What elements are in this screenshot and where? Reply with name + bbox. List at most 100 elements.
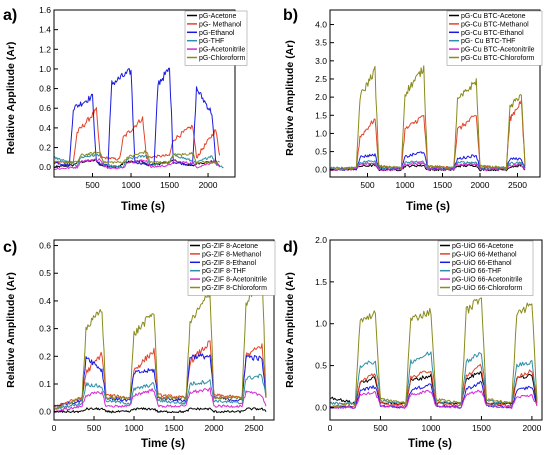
x-tick-label: 2500 bbox=[508, 180, 527, 190]
series-line-3 bbox=[330, 380, 538, 409]
y-tick-label: 0.5 bbox=[315, 361, 327, 371]
x-tick-label: 2000 bbox=[199, 180, 218, 190]
panel-3: 0 500 1000 1500 2000 2500 0.0 0.1 0.2 0.3 0.4 0.5 0.… bbox=[3, 239, 276, 450]
plot-frame bbox=[53, 239, 275, 421]
y-tick-label: 2.0 bbox=[315, 235, 327, 245]
series-line-6 bbox=[54, 261, 267, 410]
x-tick-label: 2000 bbox=[522, 423, 541, 433]
y-tick-label: 1.2 bbox=[39, 44, 51, 54]
x-tick-label: 500 bbox=[360, 180, 374, 190]
y-axis-label: Relative Amplitude (Ar) bbox=[284, 40, 296, 156]
y-tick-label: 0.0 bbox=[315, 402, 327, 412]
panel-label: b) bbox=[283, 7, 298, 24]
y-tick-label: 0.4 bbox=[39, 296, 51, 306]
series-line-1 bbox=[54, 407, 267, 414]
x-tick-label: 2500 bbox=[245, 423, 264, 433]
x-axis-label: Time (s) bbox=[121, 201, 165, 213]
series-line-5 bbox=[330, 162, 526, 172]
legend-entry: pG-Chloroform bbox=[199, 55, 245, 62]
y-tick-label: 1.0 bbox=[315, 128, 327, 138]
series-line-3 bbox=[54, 353, 267, 407]
y-tick-label: 0.3 bbox=[39, 324, 51, 334]
legend-entry: pG-ZIF 8-Acetone bbox=[202, 243, 258, 250]
legend-entry: pG-UiO 66-Acetone bbox=[452, 243, 514, 250]
y-tick-label: 0.0 bbox=[39, 162, 51, 172]
y-axis-label: Relative Applitude (Ar) bbox=[5, 42, 17, 155]
x-tick-label: 1500 bbox=[165, 423, 184, 433]
plot-frame bbox=[329, 239, 543, 421]
legend-entry: pG-Cu BTC-Methanol bbox=[461, 21, 529, 28]
legend-entry: pG-UiO 66-THF bbox=[452, 268, 501, 275]
legend-entry: pG-Acetonitrile bbox=[199, 47, 245, 54]
y-tick-label: 0.6 bbox=[39, 103, 51, 113]
legend-entry: pG-Cu BTC-Acetone bbox=[461, 13, 526, 20]
y-tick-label: 0.0 bbox=[39, 407, 51, 417]
legend-entry: pG-Ethanol bbox=[199, 30, 235, 37]
y-tick-label: 0.8 bbox=[39, 84, 51, 94]
y-tick-label: 0.5 bbox=[39, 268, 51, 278]
x-tick-label: 1500 bbox=[433, 180, 452, 190]
series-line-6 bbox=[330, 297, 538, 409]
legend-entry: pG-UiO 66-Ethanol bbox=[452, 260, 512, 267]
x-tick-label: 500 bbox=[373, 423, 387, 433]
y-tick-label: 1.0 bbox=[315, 319, 327, 329]
y-tick-label: 0.0 bbox=[315, 165, 327, 175]
legend-entry: pG-ZIF 8-Acetonitrile bbox=[202, 277, 267, 284]
x-tick-label: 1000 bbox=[421, 423, 440, 433]
y-tick-label: 2.0 bbox=[315, 92, 327, 102]
legend-entry: pG-UiO 66-Acetonitrile bbox=[452, 277, 523, 284]
plot-frame bbox=[53, 9, 236, 178]
legend-entry: pG-UiO 66-Chloroform bbox=[452, 285, 523, 292]
x-axis-label: Time (s) bbox=[141, 438, 185, 450]
y-tick-label: 0.2 bbox=[39, 351, 51, 361]
series-line-5 bbox=[54, 158, 221, 171]
series-line-6 bbox=[330, 65, 526, 172]
y-tick-label: 4.0 bbox=[315, 20, 327, 30]
x-tick-label: 500 bbox=[87, 423, 101, 433]
panel-label: c) bbox=[3, 239, 17, 256]
legend-entry: pG-ZIF 8-Methanol bbox=[202, 251, 262, 258]
series-line-2 bbox=[54, 107, 221, 164]
y-tick-label: 1.5 bbox=[315, 110, 327, 120]
series-line-5 bbox=[330, 389, 538, 409]
y-tick-label: 1.6 bbox=[39, 5, 51, 15]
y-axis-label: Relative Amplitude (Ar) bbox=[5, 272, 17, 388]
panel-2: 500 1000 1500 2000 2500 0.0 0.5 1.0 1.5 2.0 2.5 3.0… bbox=[283, 7, 543, 213]
x-tick-label: 2000 bbox=[205, 423, 224, 433]
x-tick-label: 0 bbox=[328, 423, 333, 433]
y-tick-label: 0.2 bbox=[39, 143, 51, 153]
panel-label: d) bbox=[283, 239, 298, 256]
legend-entry: pG- Methanol bbox=[199, 21, 242, 28]
legend-entry: pG-ZIF 8-Chloroform bbox=[202, 285, 267, 292]
series-line-3 bbox=[54, 67, 217, 169]
x-tick-label: 1500 bbox=[472, 423, 491, 433]
legend-entry: pG-ZIF 8-THF bbox=[202, 268, 246, 275]
series-line-6 bbox=[54, 150, 220, 164]
y-axis-label: Relative Amplitude (Ar) bbox=[284, 272, 296, 388]
y-tick-label: 0.1 bbox=[39, 379, 51, 389]
x-tick-label: 1000 bbox=[396, 180, 415, 190]
series-line-2 bbox=[330, 363, 538, 408]
x-tick-label: 0 bbox=[52, 423, 57, 433]
panel-label: a) bbox=[3, 7, 17, 24]
series-line-4 bbox=[54, 373, 267, 411]
legend-entry: pG-Cu BTC-Ethanol bbox=[461, 30, 524, 37]
y-tick-label: 3.0 bbox=[315, 56, 327, 66]
y-tick-label: 0.6 bbox=[39, 241, 51, 251]
y-tick-label: 1.5 bbox=[315, 277, 327, 287]
legend-entry: pG-Acetone bbox=[199, 13, 236, 20]
y-tick-label: 2.5 bbox=[315, 74, 327, 84]
y-tick-label: 3.5 bbox=[315, 38, 327, 48]
series-line-4 bbox=[54, 153, 224, 169]
y-tick-label: 1.4 bbox=[39, 25, 51, 35]
legend-entry: pG-THF bbox=[199, 38, 224, 45]
x-tick-label: 500 bbox=[85, 180, 99, 190]
panel-1: 500 1000 1500 2000 0.0 0.2 0.4 0.6 0.8 1.0 1.2 1.4 1… bbox=[3, 5, 248, 213]
legend-entry: pG-ZIF 8-Ethanol bbox=[202, 260, 257, 267]
x-tick-label: 1000 bbox=[122, 180, 141, 190]
x-tick-label: 1500 bbox=[160, 180, 179, 190]
